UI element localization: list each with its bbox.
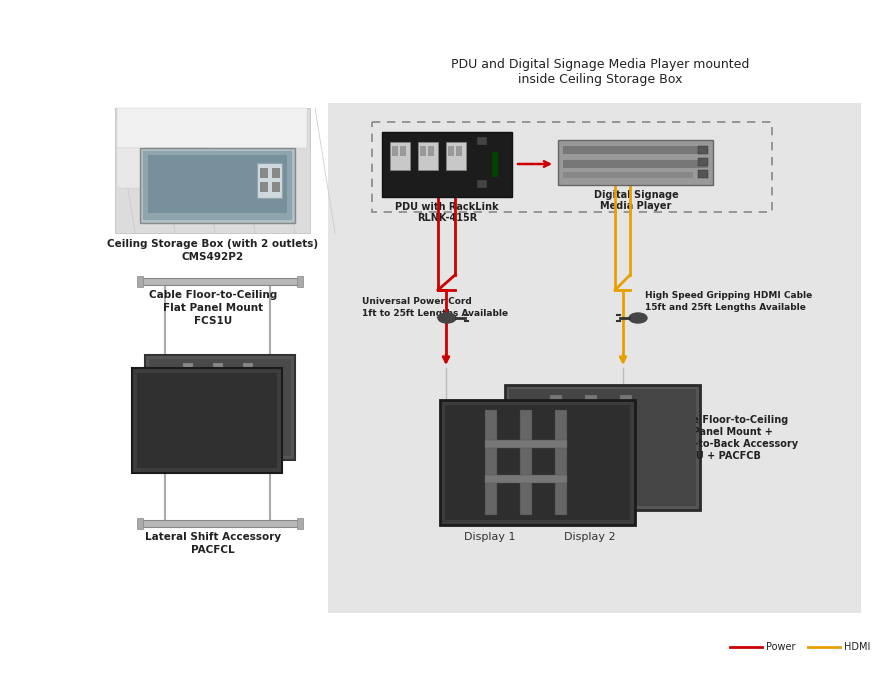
Bar xyxy=(558,140,713,185)
Text: FCS1U: FCS1U xyxy=(194,316,232,326)
Bar xyxy=(563,160,708,168)
Bar xyxy=(448,146,454,156)
Bar xyxy=(563,146,708,154)
Text: Display 1: Display 1 xyxy=(465,532,516,542)
Bar xyxy=(477,180,487,188)
Bar xyxy=(550,395,562,500)
Text: PDU with RackLink: PDU with RackLink xyxy=(395,202,499,212)
Bar xyxy=(392,146,398,156)
Text: 15ft and 25ft Lengths Available: 15ft and 25ft Lengths Available xyxy=(645,303,806,313)
Text: Cable Floor-to-Ceiling: Cable Floor-to-Ceiling xyxy=(149,290,277,300)
Bar xyxy=(620,395,632,500)
Text: PACFCL: PACFCL xyxy=(191,545,235,555)
Text: Back-to-Back Accessory: Back-to-Back Accessory xyxy=(668,439,798,449)
Bar xyxy=(132,368,282,473)
Text: Digital Signage: Digital Signage xyxy=(594,190,678,200)
Bar xyxy=(260,168,268,178)
Bar xyxy=(505,385,700,510)
Text: High Speed Gripping HDMI Cable: High Speed Gripping HDMI Cable xyxy=(645,292,812,301)
Bar xyxy=(477,137,487,145)
Bar xyxy=(145,355,295,460)
Bar xyxy=(485,410,497,515)
Bar xyxy=(272,168,280,178)
Bar xyxy=(115,108,310,233)
Bar xyxy=(297,276,303,287)
Bar xyxy=(260,182,268,192)
Ellipse shape xyxy=(629,313,647,323)
Bar xyxy=(140,148,295,223)
Text: Display 2: Display 2 xyxy=(564,532,616,542)
Bar xyxy=(698,158,708,166)
Text: Ceiling Storage Box (with 2 outlets): Ceiling Storage Box (with 2 outlets) xyxy=(107,239,319,249)
Bar xyxy=(297,518,303,529)
Bar xyxy=(550,460,632,468)
Bar xyxy=(149,359,291,456)
Bar xyxy=(698,146,708,154)
Text: Power: Power xyxy=(766,642,796,652)
Bar xyxy=(117,148,212,188)
Text: Flat Panel Mount +: Flat Panel Mount + xyxy=(668,427,773,437)
Bar xyxy=(698,170,708,178)
Bar xyxy=(382,132,512,197)
Bar xyxy=(492,152,498,177)
Text: CMS492P2: CMS492P2 xyxy=(182,252,244,262)
Bar xyxy=(400,146,406,156)
Bar xyxy=(148,155,287,213)
Text: Universal Power Cord: Universal Power Cord xyxy=(362,298,472,307)
Bar xyxy=(555,410,567,515)
Bar xyxy=(440,400,635,525)
Text: RLNK-415R: RLNK-415R xyxy=(417,213,477,223)
Bar xyxy=(143,151,292,220)
Bar xyxy=(445,405,630,520)
Bar xyxy=(272,182,280,192)
Bar xyxy=(183,363,193,452)
Bar xyxy=(140,278,300,285)
Bar xyxy=(213,363,223,452)
Text: PDU and Digital Signage Media Player mounted
inside Ceiling Storage Box: PDU and Digital Signage Media Player mou… xyxy=(451,58,749,86)
Bar xyxy=(456,146,462,156)
Text: Flat Panel Mount: Flat Panel Mount xyxy=(163,303,263,313)
Bar xyxy=(328,103,861,613)
Bar xyxy=(137,276,143,287)
Bar xyxy=(485,440,567,448)
Bar xyxy=(485,475,567,483)
Bar xyxy=(390,142,410,170)
Bar xyxy=(520,410,532,515)
Text: 1ft to 25ft Lengths Available: 1ft to 25ft Lengths Available xyxy=(362,309,508,318)
Bar xyxy=(446,142,466,170)
Text: HDMI: HDMI xyxy=(844,642,870,652)
Text: Media Player: Media Player xyxy=(600,201,671,211)
Bar xyxy=(418,142,438,170)
Bar xyxy=(257,163,282,198)
Bar xyxy=(117,108,307,148)
Bar xyxy=(372,122,772,212)
Bar xyxy=(137,518,143,529)
Bar xyxy=(137,373,277,468)
Bar xyxy=(509,389,696,506)
Bar xyxy=(585,395,597,500)
Bar xyxy=(550,420,632,428)
Bar xyxy=(243,363,253,452)
Bar xyxy=(563,172,693,178)
Ellipse shape xyxy=(438,313,456,323)
Bar xyxy=(428,146,434,156)
Text: Cable Floor-to-Ceiling: Cable Floor-to-Ceiling xyxy=(668,415,788,425)
Bar xyxy=(140,520,300,527)
Bar xyxy=(420,146,426,156)
Text: Lateral Shift Accessory: Lateral Shift Accessory xyxy=(145,532,281,542)
Text: FCS1U + PACFCB: FCS1U + PACFCB xyxy=(668,451,761,461)
